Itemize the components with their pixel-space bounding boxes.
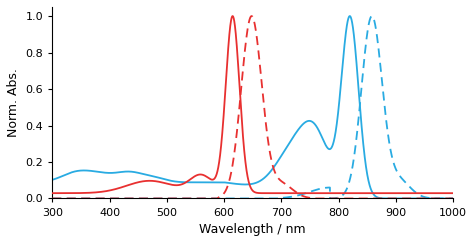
Y-axis label: Norm. Abs.: Norm. Abs. [7,68,20,137]
X-axis label: Wavelength / nm: Wavelength / nm [200,223,306,236]
